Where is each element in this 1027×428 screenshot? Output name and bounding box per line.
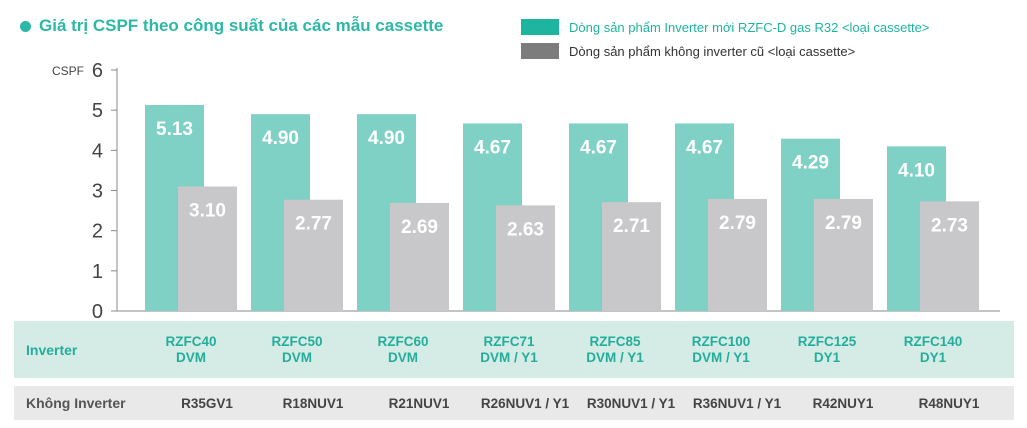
y-tick-label: 1 [92, 261, 103, 283]
data-label-noninverter: 2.63 [507, 219, 544, 240]
data-label-noninverter: 2.71 [613, 216, 650, 237]
noninverter-model-cell: R42NUY1 [812, 395, 874, 411]
legend-label-inverter: Dòng sản phẩm Inverter mới RZFC-D gas R3… [569, 19, 930, 35]
y-tick-label: 0 [92, 301, 103, 320]
noninverter-model-cell: R18NUV1 [282, 395, 344, 411]
noninverter-models-row: Không Inverter R35GV1 R18NUV1 R21NUV1 R26NU… [14, 386, 1014, 420]
chart-title-text: Giá trị CSPF theo công suất của các mẫu … [39, 16, 444, 35]
bar-noninverter [284, 199, 343, 311]
legend: Dòng sản phẩm Inverter mới RZFC-D gas R3… [521, 17, 929, 65]
noninverter-model-cell: R48NUY1 [918, 395, 980, 411]
data-label-inverter: 4.90 [262, 128, 299, 149]
bar-noninverter [178, 186, 237, 311]
inverter-row-label: Inverter [26, 341, 78, 358]
y-tick-label: 4 [92, 140, 103, 162]
noninverter-model-cell: R26NUV1 / Y1 [480, 395, 570, 411]
bullet-dot-icon [20, 20, 31, 32]
y-tick-label: 5 [92, 100, 103, 122]
data-label-inverter: 4.10 [898, 160, 935, 181]
data-label-noninverter: 3.10 [189, 200, 226, 221]
noninverter-model-cell: R36NUV1 / Y1 [692, 395, 782, 411]
inverter-model-cell: RZFC60 DVM [377, 333, 429, 365]
data-label-noninverter: 2.79 [825, 213, 862, 234]
data-label-inverter: 4.90 [368, 128, 405, 149]
data-label-inverter: 4.67 [474, 137, 511, 158]
bar-noninverter [708, 198, 767, 311]
inverter-models-row: Inverter RZFC40 DVM RZFC50 DVM RZFC60 DVM R… [14, 321, 1014, 378]
data-label-noninverter: 2.69 [401, 217, 438, 238]
data-label-noninverter: 2.79 [719, 213, 756, 234]
data-label-inverter: 4.67 [580, 137, 617, 158]
bar-noninverter [814, 198, 873, 311]
bar-noninverter [390, 202, 449, 311]
inverter-model-cell: RZFC71 DVM / Y1 [480, 333, 538, 365]
data-label-inverter: 4.67 [686, 137, 723, 158]
noninverter-row-label: Không Inverter [26, 395, 126, 411]
legend-swatch-inverter [521, 19, 559, 35]
noninverter-model-cell: R35GV1 [181, 395, 233, 411]
y-tick-label: 2 [92, 221, 103, 243]
data-label-noninverter: 2.77 [295, 214, 332, 235]
inverter-model-cell: RZFC40 DVM [165, 333, 217, 365]
bar-noninverter [920, 201, 979, 311]
inverter-model-cell: RZFC140 DY1 [903, 333, 963, 365]
legend-swatch-noninverter [521, 43, 559, 59]
bar-chart: 0 1 2 3 4 5 6 CSPF 5.13 4.90 4.90 4.67 4.67 4.67 4.29 4… [52, 60, 1000, 320]
bar-noninverter [496, 205, 555, 311]
noninverter-model-cell: R30NUV1 / Y1 [586, 395, 676, 411]
inverter-model-cell: RZFC125 DY1 [797, 333, 857, 365]
y-axis-label: CSPF [52, 64, 84, 78]
legend-item-noninverter: Dòng sản phẩm không inverter cũ <loại ca… [521, 41, 929, 61]
y-tick-label: 3 [92, 181, 103, 203]
data-label-inverter: 4.29 [792, 153, 829, 174]
chart-title: Giá trị CSPF theo công suất của các mẫu … [20, 16, 443, 36]
data-label-inverter: 5.13 [156, 119, 193, 140]
y-tick-label: 6 [92, 60, 103, 82]
noninverter-model-cell: R21NUV1 [388, 395, 450, 411]
inverter-model-cell: RZFC100 DVM / Y1 [691, 333, 751, 365]
data-label-noninverter: 2.73 [931, 215, 968, 236]
inverter-model-cell: RZFC50 DVM [271, 333, 323, 365]
bar-noninverter [602, 202, 661, 311]
inverter-model-cell: RZFC85 DVM / Y1 [586, 333, 644, 365]
legend-label-noninverter: Dòng sản phẩm không inverter cũ <loại ca… [569, 43, 856, 59]
legend-item-inverter: Dòng sản phẩm Inverter mới RZFC-D gas R3… [521, 17, 929, 37]
